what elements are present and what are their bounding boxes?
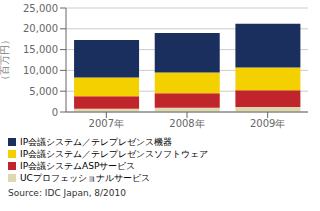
svg-text:（百万円）: （百万円） <box>8 35 10 85</box>
svg-text:5,000: 5,000 <box>29 86 58 97</box>
html-text:UCプロフェッショナルサービス: UCプロフェッショナルサービス <box>20 173 150 183</box>
html-text:Source: IDC Japan, 8/2010: Source: IDC Japan, 8/2010 <box>8 188 126 198</box>
svg-text:2009年: 2009年 <box>250 118 285 129</box>
html-text:IP会議システムASPサービス: IP会議システムASPサービス <box>20 161 136 171</box>
svg-text:0: 0 <box>52 107 58 118</box>
html-text:IP会議システム／テレプレゼンスソフトウェア: IP会議システム／テレプレゼンスソフトウェア <box>20 149 209 159</box>
svg-text:2008年: 2008年 <box>169 118 204 129</box>
svg-text:15,000: 15,000 <box>23 44 58 55</box>
svg-text:25,000: 25,000 <box>23 3 58 14</box>
svg-text:10,000: 10,000 <box>23 65 58 76</box>
svg-text:20,000: 20,000 <box>23 23 58 34</box>
html-text:IP会議システム／テレプレゼンス機器: IP会議システム／テレプレゼンス機器 <box>20 137 173 147</box>
svg-text:2007年: 2007年 <box>89 118 124 129</box>
